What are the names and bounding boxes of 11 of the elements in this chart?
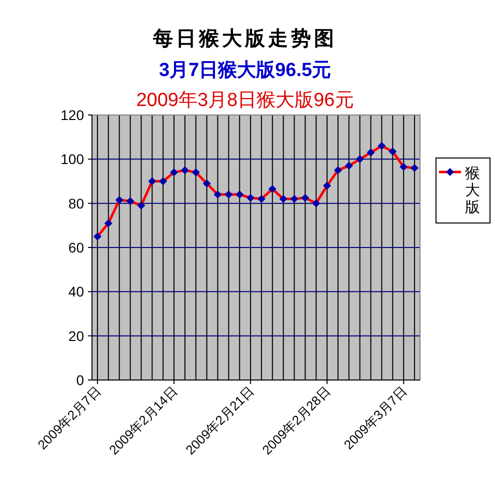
legend-label: 猴大版 xyxy=(465,165,480,216)
y-tick-label: 0 xyxy=(76,372,84,388)
text: 2009年3月8日猴大版96元 xyxy=(136,90,354,111)
y-tick-label: 20 xyxy=(68,328,84,344)
y-tick-label: 80 xyxy=(68,195,84,212)
chart-subtitle: 3月7日猴大版96.5元 xyxy=(158,59,332,81)
chart-title: 每日猴大版走势图 xyxy=(152,28,337,50)
y-tick-label: 60 xyxy=(68,240,84,256)
y-tick-label: 40 xyxy=(68,284,84,300)
y-tick-label: 120 xyxy=(60,107,84,123)
y-tick-label: 100 xyxy=(60,151,84,168)
